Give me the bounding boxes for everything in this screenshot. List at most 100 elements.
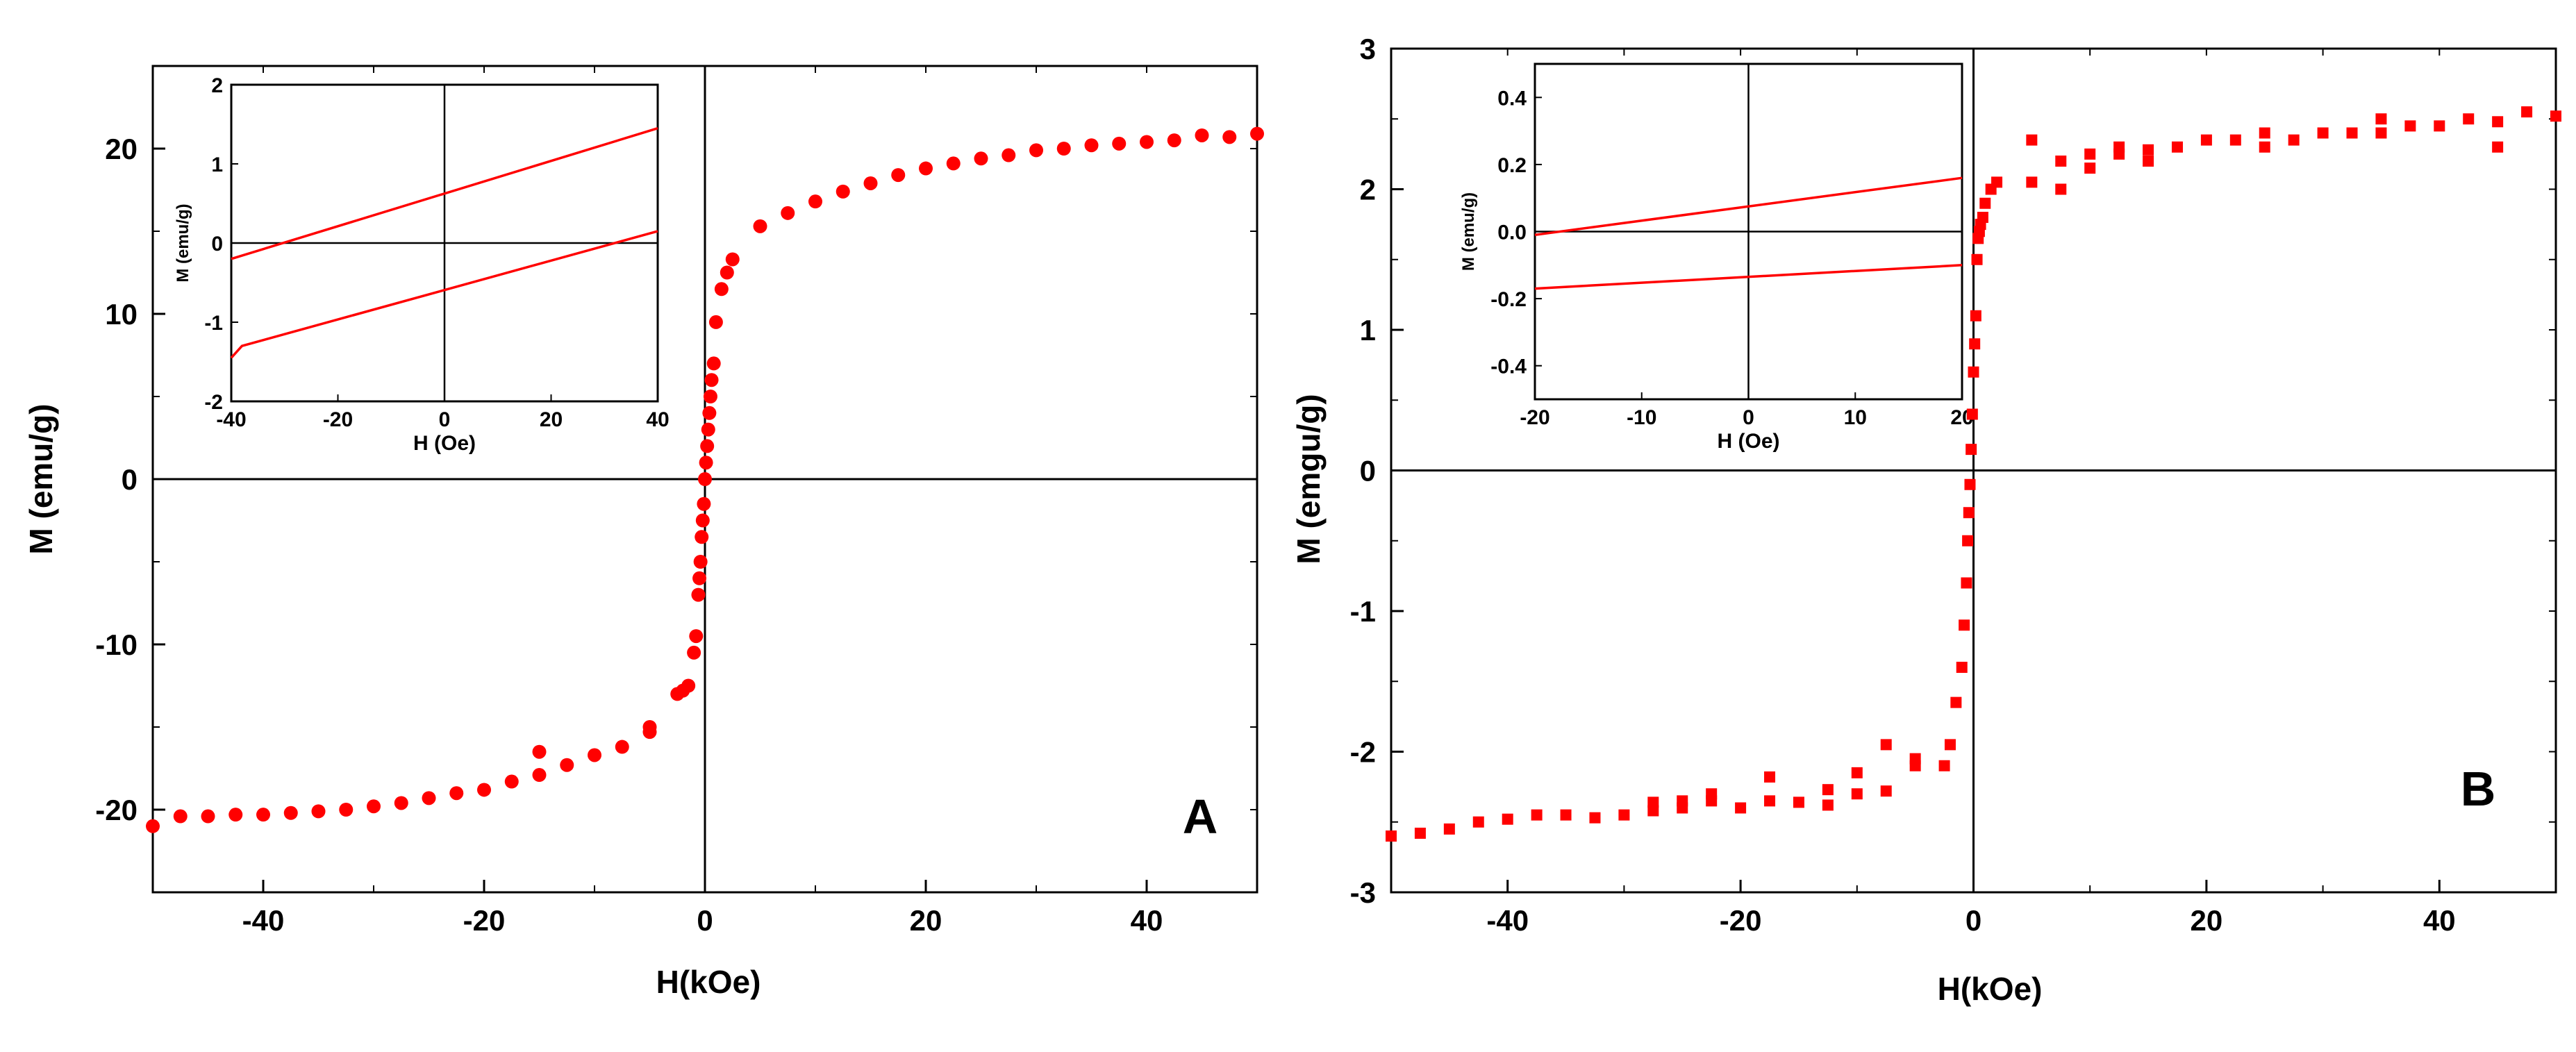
data-point (1991, 176, 2003, 188)
data-point (2259, 141, 2270, 153)
data-point (681, 678, 696, 693)
data-point (2346, 127, 2358, 139)
data-point (699, 456, 713, 470)
data-point (1472, 816, 1484, 828)
data-point (1970, 310, 1981, 322)
data-point (1966, 408, 1978, 420)
data-point (1822, 799, 1834, 811)
data-point (1959, 619, 1970, 631)
y-tick-label: 2 (1360, 174, 1376, 206)
inset-y-tick-label: 2 (211, 74, 223, 97)
data-point (1851, 767, 1863, 778)
data-point (2434, 120, 2445, 132)
inset-branch-line (231, 127, 658, 260)
inset-x-tick-label: 20 (540, 408, 563, 431)
data-point (1222, 130, 1237, 144)
data-point (1880, 739, 1892, 751)
data-point (2143, 156, 2154, 167)
y-axis-title: M (emu/g) (23, 403, 59, 554)
inset-y-tick-label: 1 (211, 153, 223, 176)
data-point (1969, 338, 1981, 350)
x-axis-title: H(kOe) (1938, 971, 2043, 1007)
data-point (1735, 802, 1747, 814)
inset-x-axis-title: H (Oe) (413, 432, 476, 455)
data-point (477, 783, 491, 797)
data-point (753, 219, 767, 233)
x-axis-title: H(kOe) (656, 964, 761, 1000)
x-tick-label: -40 (242, 904, 285, 937)
data-point (974, 151, 988, 166)
data-point (2084, 162, 2096, 174)
data-point (2026, 134, 2038, 146)
data-point (1647, 796, 1659, 808)
data-point (2171, 141, 2183, 153)
y-axis-title: M (emgu/g) (1290, 394, 1327, 564)
data-point (1502, 813, 1513, 825)
data-point (2055, 156, 2067, 167)
x-tick-label: -20 (463, 904, 506, 937)
data-point (1560, 809, 1572, 821)
data-point (2113, 148, 2125, 160)
inset-x-tick-label: 10 (1844, 406, 1867, 429)
data-point (2463, 113, 2475, 125)
data-point (146, 819, 160, 833)
data-point (339, 803, 354, 817)
data-point (714, 282, 729, 297)
data-point (228, 808, 243, 822)
data-point (2055, 183, 2067, 195)
x-tick-label: 40 (2423, 904, 2456, 937)
data-point (1764, 795, 1776, 807)
x-tick-label: 0 (697, 904, 713, 937)
data-point (1414, 827, 1426, 839)
data-point (1964, 478, 1976, 490)
data-point (1531, 809, 1543, 821)
inset-y-tick-label: 0.0 (1497, 222, 1527, 244)
y-tick-label: -20 (95, 794, 138, 826)
data-point (2550, 110, 2561, 122)
data-point (1056, 142, 1071, 156)
data-point (642, 720, 657, 734)
data-point (173, 809, 188, 824)
inset-x-tick-label: 0 (1743, 406, 1754, 429)
data-point (256, 808, 270, 822)
data-point (1909, 753, 1921, 765)
data-point (615, 740, 629, 754)
inset-y-axis-title: M (emu/g) (1459, 192, 1478, 271)
data-point (532, 768, 547, 783)
data-point (1677, 795, 1688, 807)
data-point (725, 252, 740, 267)
inset-branch-line (230, 230, 658, 359)
data-point (1618, 809, 1630, 821)
inset-y-axis-title: M (emu/g) (174, 203, 192, 282)
inset-y-tick-label: 0 (211, 233, 223, 256)
data-point (2375, 113, 2387, 125)
inset-x-tick-label: 0 (439, 408, 451, 431)
data-point (1250, 126, 1264, 141)
data-point (1971, 253, 1983, 265)
data-point (1979, 197, 1991, 209)
data-point (532, 744, 547, 759)
inset-x-tick-label: 40 (646, 408, 669, 431)
inset-y-tick-label: -1 (204, 312, 223, 335)
data-point (720, 265, 734, 280)
data-point (697, 496, 711, 511)
data-point (701, 422, 715, 437)
data-point (1793, 796, 1804, 808)
data-point (560, 758, 574, 772)
data-point (704, 373, 719, 387)
data-point (1966, 444, 1977, 456)
y-tick-label: -2 (1350, 736, 1376, 769)
data-point (588, 748, 601, 762)
y-tick-label: -1 (1350, 595, 1376, 628)
data-point (2492, 141, 2504, 153)
data-point (1944, 739, 1956, 751)
y-tick-label: 10 (105, 298, 138, 331)
data-point (1764, 771, 1776, 783)
y-tick-label: 0 (122, 463, 138, 496)
data-point (946, 156, 961, 171)
x-tick-label: -40 (1486, 904, 1529, 937)
data-point (1386, 830, 1397, 842)
